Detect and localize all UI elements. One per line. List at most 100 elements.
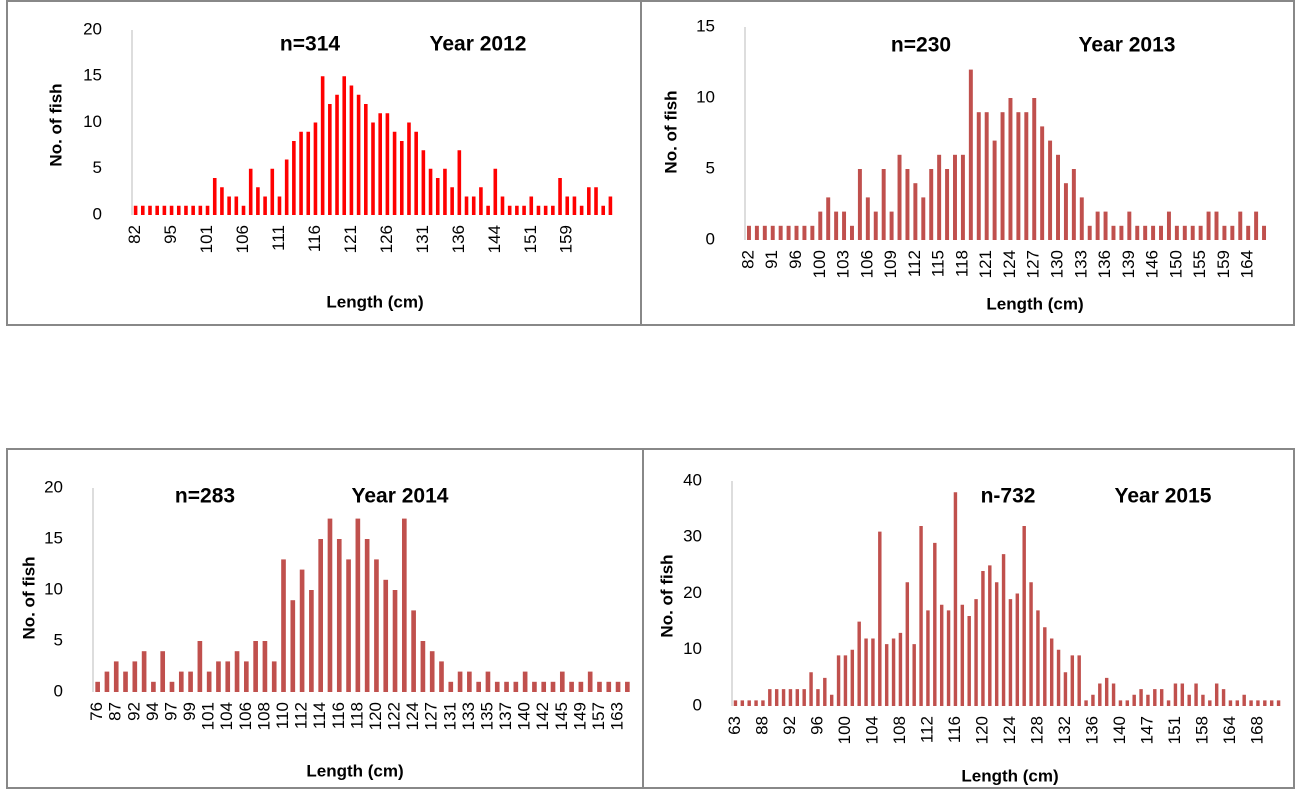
bar xyxy=(342,76,347,215)
bar xyxy=(1070,655,1075,706)
y-tick-label: 10 xyxy=(83,112,102,131)
x-tick-label: 124 xyxy=(403,702,422,730)
bar xyxy=(1095,211,1100,240)
bar xyxy=(926,610,930,706)
bar xyxy=(829,694,834,706)
bar xyxy=(1242,694,1246,706)
bar xyxy=(913,183,918,240)
x-tick-label: 164 xyxy=(1238,250,1257,278)
x-tick-label: 136 xyxy=(1082,716,1101,744)
bar xyxy=(587,187,591,215)
x-tick-label: 111 xyxy=(269,225,288,251)
x-tick-label: 137 xyxy=(496,702,515,730)
x-tick-label: 120 xyxy=(972,716,991,744)
bar xyxy=(960,604,965,706)
bar xyxy=(1254,211,1259,240)
x-tick-label: 108 xyxy=(890,716,909,744)
bar xyxy=(1056,649,1061,706)
x-tick-label: 142 xyxy=(533,702,552,730)
bar xyxy=(1166,211,1171,240)
x-tick-label: 128 xyxy=(1027,716,1046,744)
x-tick-label: 87 xyxy=(106,702,125,721)
x-tick-label: 95 xyxy=(161,225,180,244)
x-tick-label: 121 xyxy=(341,225,360,253)
bar xyxy=(448,681,454,692)
bar xyxy=(476,681,481,692)
bar xyxy=(937,154,942,240)
bar xyxy=(411,610,416,692)
bar xyxy=(929,169,934,240)
bar xyxy=(1063,183,1068,240)
x-tick-label: 101 xyxy=(199,702,218,730)
x-tick-label: 145 xyxy=(552,702,571,730)
bar xyxy=(1263,700,1267,706)
bar xyxy=(248,168,253,215)
y-tick-label: 0 xyxy=(706,229,715,248)
chart-title: n=230 xyxy=(891,34,951,57)
x-tick-label: 112 xyxy=(292,702,311,729)
bar xyxy=(1048,140,1053,240)
x-tick-label: 163 xyxy=(608,702,627,730)
bar xyxy=(984,112,989,240)
bar xyxy=(794,225,799,240)
bar xyxy=(843,655,848,706)
x-tick-label: 132 xyxy=(1055,716,1074,744)
bar xyxy=(1135,225,1140,240)
y-tick-label: 10 xyxy=(683,639,702,658)
y-tick-label: 20 xyxy=(683,583,702,602)
bar xyxy=(816,689,820,706)
bar xyxy=(443,168,447,215)
bar xyxy=(1063,672,1068,706)
bar xyxy=(565,196,570,215)
bar xyxy=(140,205,145,215)
bar xyxy=(428,168,433,215)
bar xyxy=(270,168,275,215)
bar xyxy=(558,178,562,215)
bar xyxy=(1153,689,1157,706)
bar xyxy=(1194,683,1198,706)
x-tick-label: 112 xyxy=(917,716,936,743)
x-tick-label: 150 xyxy=(1166,250,1185,278)
bar xyxy=(385,113,390,215)
bar xyxy=(541,681,547,692)
x-tick-label: 97 xyxy=(161,702,180,721)
y-tick-label: 10 xyxy=(44,579,63,598)
bar xyxy=(778,225,783,240)
bar xyxy=(104,671,110,692)
bar xyxy=(898,632,903,706)
bar xyxy=(960,154,965,240)
bar xyxy=(597,681,602,692)
bar xyxy=(921,197,926,240)
bar xyxy=(1151,225,1156,240)
x-tick-label: 157 xyxy=(589,702,608,730)
bar xyxy=(1111,683,1116,706)
bar xyxy=(479,187,483,215)
chart-subtitle: Year 2014 xyxy=(352,485,449,508)
bar xyxy=(309,590,314,692)
bar xyxy=(169,205,174,215)
bar xyxy=(522,205,526,215)
x-tick-label: 114 xyxy=(310,702,329,729)
x-tick-label: 108 xyxy=(254,702,273,730)
y-axis-label: No. of fish xyxy=(657,554,676,637)
bar xyxy=(504,681,509,692)
bar xyxy=(327,518,333,692)
x-tick-label: 88 xyxy=(752,716,771,735)
x-tick-label: 131 xyxy=(440,702,459,730)
x-tick-label: 109 xyxy=(881,250,900,278)
bar xyxy=(889,211,894,240)
bar xyxy=(123,671,128,692)
x-tick-label: 92 xyxy=(780,716,799,735)
bar xyxy=(522,671,528,692)
x-tick-label: 121 xyxy=(976,250,995,278)
bar xyxy=(299,131,303,215)
bar xyxy=(587,671,593,692)
bar xyxy=(1249,700,1253,706)
bar xyxy=(625,681,630,692)
bar xyxy=(781,689,786,706)
bar xyxy=(346,559,351,692)
bar xyxy=(1119,225,1124,240)
x-tick-label: 82 xyxy=(125,225,144,244)
y-tick-label: 5 xyxy=(706,158,715,177)
